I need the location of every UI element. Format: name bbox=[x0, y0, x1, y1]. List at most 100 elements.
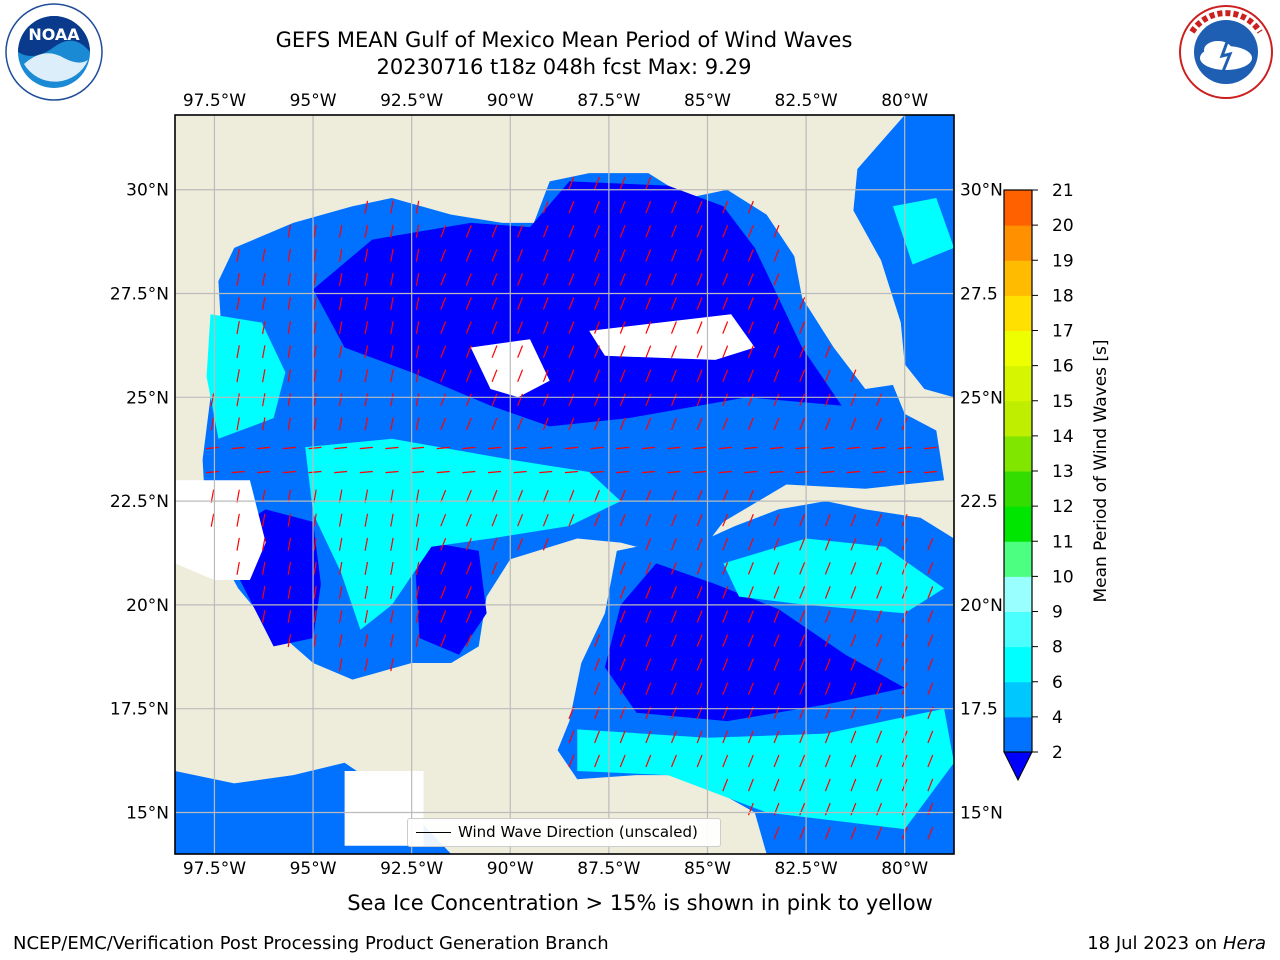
nws-logo bbox=[1178, 4, 1274, 104]
wind-wave-arrow bbox=[824, 826, 831, 840]
wind-wave-arrow bbox=[313, 609, 317, 624]
wind-wave-arrow bbox=[722, 634, 729, 647]
wind-wave-arrow bbox=[773, 297, 780, 310]
wind-wave-arrow bbox=[465, 417, 472, 431]
wind-wave-arrow bbox=[876, 730, 883, 744]
wind-wave-arrow bbox=[645, 489, 652, 503]
wind-wave-arrow bbox=[491, 537, 498, 551]
wind-wave-arrow bbox=[641, 470, 655, 474]
wind-wave-arrow bbox=[799, 658, 806, 671]
wind-wave-arrow bbox=[747, 345, 754, 358]
wind-wave-arrow bbox=[594, 513, 600, 527]
lat-tick-label: 17.5°N bbox=[110, 700, 169, 720]
wind-wave-arrow bbox=[927, 730, 934, 744]
wind-wave-arrow bbox=[747, 273, 754, 286]
wind-wave-arrow bbox=[722, 562, 729, 575]
wind-wave-arrow bbox=[927, 537, 934, 551]
wind-wave-arrow bbox=[415, 585, 420, 599]
colorbar-tick-label: 10 bbox=[1052, 567, 1074, 587]
wind-wave-arrow bbox=[210, 417, 215, 431]
wind-wave-arrow bbox=[287, 585, 292, 599]
lon-tick-label: 97.5°W bbox=[183, 859, 246, 879]
wind-wave-arrow bbox=[645, 610, 652, 623]
wind-wave-arrow bbox=[722, 586, 729, 599]
lon-tick-label: 87.5°W bbox=[577, 91, 640, 111]
wind-wave-arrow bbox=[693, 470, 707, 474]
wind-wave-arrow bbox=[619, 273, 626, 286]
wind-wave-arrow bbox=[487, 446, 502, 450]
wind-wave-arrow bbox=[359, 446, 373, 450]
wind-wave-arrow bbox=[415, 634, 420, 648]
wind-wave-arrow bbox=[747, 224, 754, 238]
wind-wave-arrow bbox=[465, 634, 472, 647]
wind-wave-arrow bbox=[568, 176, 575, 190]
wind-wave-arrow bbox=[850, 730, 857, 744]
wind-wave-arrow bbox=[364, 489, 369, 503]
wind-wave-arrow bbox=[670, 586, 677, 599]
wind-wave-arrow bbox=[747, 754, 754, 768]
wind-wave-arrow bbox=[287, 489, 292, 503]
wind-wave-arrow bbox=[722, 297, 729, 310]
wind-wave-arrow bbox=[440, 634, 447, 647]
wind-wave-arrow bbox=[696, 224, 703, 238]
wind-wave-arrow bbox=[542, 513, 549, 527]
wind-wave-arrow bbox=[670, 513, 677, 527]
wind-wave-arrow bbox=[722, 537, 729, 551]
wind-wave-arrow bbox=[465, 369, 472, 383]
wind-wave-arrow bbox=[619, 610, 626, 623]
wind-wave-arrow bbox=[773, 634, 780, 647]
lon-tick-label: 82.5°W bbox=[775, 859, 838, 879]
wind-wave-arrow bbox=[338, 369, 343, 383]
wind-wave-arrow bbox=[645, 369, 652, 383]
wind-wave-arrow bbox=[696, 249, 703, 262]
wind-wave-arrow bbox=[338, 489, 343, 503]
wind-wave-arrow bbox=[824, 393, 831, 407]
wind-wave-arrow bbox=[364, 393, 369, 407]
wind-wave-arrow bbox=[287, 609, 292, 624]
lat-tick-label: 30°N bbox=[960, 181, 1003, 201]
wind-wave-arrow bbox=[465, 513, 472, 527]
wind-wave-arrow bbox=[667, 446, 681, 450]
wind-wave-arrow bbox=[718, 446, 732, 450]
lon-tick-label: 85°W bbox=[684, 91, 731, 111]
wind-wave-arrow bbox=[440, 417, 447, 431]
colorbar-segment bbox=[1004, 400, 1032, 437]
wind-wave-arrow bbox=[645, 297, 652, 310]
wind-wave-arrow bbox=[645, 513, 652, 527]
wind-wave-arrow bbox=[436, 446, 450, 450]
wind-wave-arrow bbox=[773, 345, 780, 358]
footer-machine: Hera bbox=[1222, 933, 1266, 954]
wind-wave-arrow bbox=[440, 224, 447, 238]
wind-wave-arrow bbox=[338, 634, 343, 648]
wind-wave-arrow bbox=[542, 345, 549, 358]
wind-wave-arrow bbox=[564, 470, 578, 474]
wind-wave-arrow bbox=[415, 248, 420, 262]
wind-wave-arrow bbox=[338, 561, 343, 575]
wind-wave-arrow bbox=[927, 562, 934, 575]
wind-wave-arrow bbox=[313, 561, 317, 575]
wind-wave-arrow bbox=[465, 537, 472, 551]
wind-wave-arrow bbox=[670, 634, 677, 647]
wind-wave-arrow bbox=[872, 446, 886, 450]
wind-wave-arrow bbox=[850, 610, 857, 623]
wind-wave-arrow bbox=[645, 730, 652, 744]
lat-tick-label: 15°N bbox=[960, 803, 1003, 823]
wind-wave-arrow bbox=[390, 272, 394, 286]
wind-wave-arrow bbox=[415, 513, 420, 527]
wind-wave-arrow bbox=[390, 321, 394, 335]
wind-wave-arrow bbox=[542, 249, 549, 262]
wind-wave-arrow bbox=[364, 272, 369, 286]
wind-wave-arrow bbox=[645, 224, 652, 238]
wind-wave-arrow bbox=[491, 489, 498, 503]
wind-wave-arrow bbox=[440, 537, 447, 551]
wind-wave-arrow bbox=[850, 802, 857, 816]
wind-wave-arrow bbox=[462, 470, 476, 474]
wind-wave-arrow bbox=[262, 272, 266, 286]
wind-wave-arrow bbox=[850, 754, 857, 768]
svg-text:NOAA: NOAA bbox=[28, 25, 80, 44]
wind-wave-arrow bbox=[338, 417, 343, 431]
wind-wave-arrow bbox=[722, 513, 729, 527]
short-period-north bbox=[313, 181, 842, 427]
wind-wave-arrow bbox=[364, 513, 369, 527]
wind-wave-arrow bbox=[696, 586, 703, 599]
